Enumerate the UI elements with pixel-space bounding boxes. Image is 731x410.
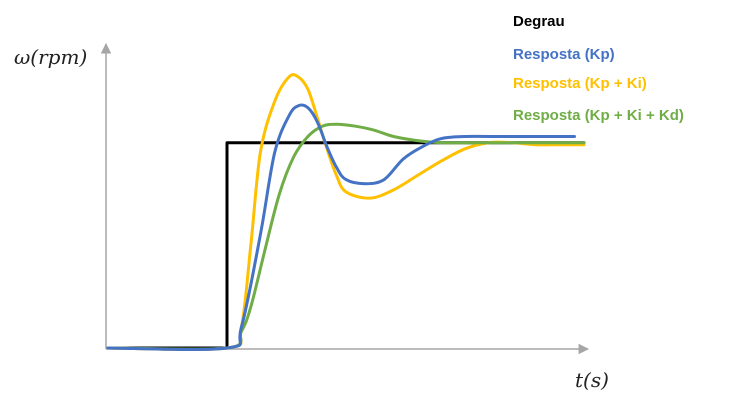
- legend-entry-kp-ki: Resposta (Kp + Ki): [513, 75, 647, 92]
- legend-entry-kp: Resposta (Kp): [513, 46, 615, 63]
- legend: Degrau Resposta (Kp) Resposta (Kp + Ki) …: [513, 13, 684, 124]
- series-layer: [106, 73, 586, 352]
- legend-entry-degrau: Degrau: [513, 13, 565, 30]
- series-kp-ki-kd: [106, 122, 586, 351]
- legend-entry-kp-ki-kd: Resposta (Kp + Ki + Kd): [513, 107, 684, 124]
- x-axis-label: t(s): [575, 368, 609, 392]
- series-kp: [106, 103, 576, 352]
- y-axis-label: ω(rpm): [14, 45, 87, 69]
- series-degrau: [106, 141, 586, 350]
